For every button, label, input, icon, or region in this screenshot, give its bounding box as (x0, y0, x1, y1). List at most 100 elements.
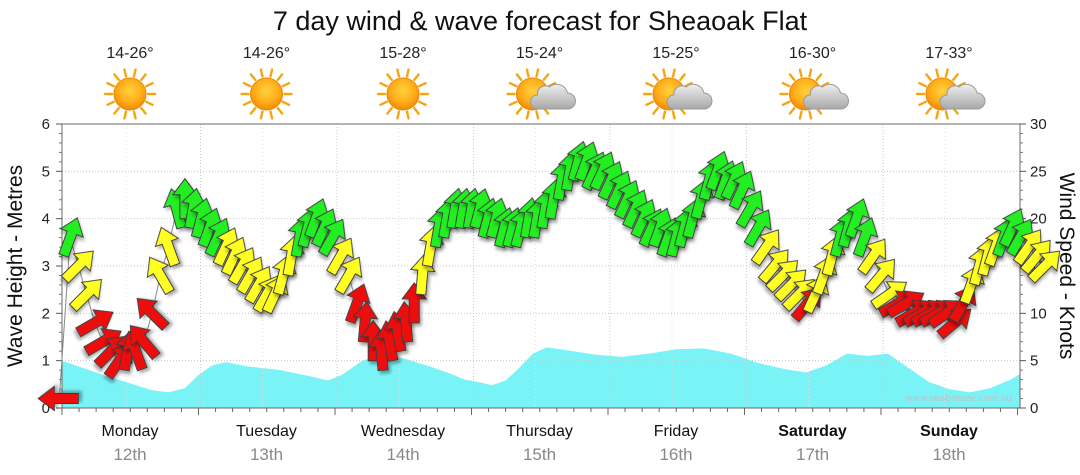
sun-ray (662, 68, 667, 78)
sun-ray (145, 81, 154, 88)
sun-ray (820, 81, 830, 88)
y-left-tick-label: 0 (42, 400, 50, 417)
y-left-tick-label: 3 (42, 258, 50, 275)
sun-ray (405, 110, 410, 120)
day-header: 14-26° 14-26° 15-28° 15-24° 15-25° 16-30° 17-3… (103, 45, 986, 120)
cloud-shape (939, 83, 986, 110)
sun-ray (944, 68, 949, 78)
temp-range: 14-26° (243, 45, 290, 62)
sun-ray (679, 73, 686, 82)
y-left-axis-label: Wave Height - Metres (4, 165, 27, 367)
day-name: Friday (654, 423, 698, 440)
y-right-axis-label: Wind Speed - Knots (1055, 173, 1078, 360)
wind-arrow (352, 301, 379, 343)
sun-ray (535, 110, 540, 120)
sun-ray (918, 100, 927, 107)
wind-arrow (317, 218, 346, 258)
day-name: Saturday (778, 423, 847, 440)
day-date: 18th (932, 445, 965, 464)
sunny-icon (376, 68, 430, 120)
wind-arrow (857, 238, 887, 276)
wind-arrow (852, 217, 879, 258)
sunny-icon (240, 68, 293, 120)
sun-ray (952, 73, 959, 82)
wind-arrow (735, 190, 764, 229)
sun-ray (918, 81, 927, 88)
wind-arrow (743, 209, 772, 248)
day-name: Sunday (920, 423, 978, 440)
wind-arrow (37, 385, 79, 412)
temp-range: 15-24° (516, 45, 563, 62)
wind-arrow (136, 297, 170, 331)
sun-ray (242, 81, 252, 88)
wind-arrow (154, 226, 181, 268)
y-right-tick-label: 25 (1030, 163, 1047, 180)
day-date: 15th (523, 445, 556, 464)
sun-ray (386, 73, 393, 82)
sun-ray (935, 68, 940, 78)
sun-ray (379, 100, 388, 107)
sun-ray (957, 81, 966, 88)
sun-ray (281, 100, 291, 107)
wind-arrow (1027, 250, 1061, 284)
sun-ray (662, 110, 667, 120)
sun-ray (106, 100, 115, 107)
wind-arrow (344, 283, 371, 325)
sun-ray (652, 106, 659, 115)
sun-ray (535, 68, 540, 78)
partly-cloudy-icon (779, 68, 849, 120)
wind-arrow (936, 308, 972, 340)
sun-ray (281, 81, 291, 88)
day-name: Monday (102, 423, 159, 440)
y-left-tick-label: 6 (42, 116, 50, 133)
y-left-tick-label: 4 (42, 211, 50, 228)
sunny-icon (103, 68, 157, 120)
sun-ray (515, 106, 523, 115)
sun-ray (798, 110, 803, 120)
sun-ray (123, 110, 128, 120)
sun-ray (113, 73, 120, 82)
sun-ray (132, 110, 137, 120)
sun-ray (645, 81, 654, 88)
sun-ray (935, 110, 940, 120)
sun-ray (106, 81, 115, 88)
sun-ray (259, 110, 264, 120)
sun-ray (808, 110, 813, 120)
day-date: 14th (386, 445, 419, 464)
watermark: www.seabreeze.com.au (905, 394, 1012, 404)
sun-ray (269, 110, 274, 120)
day-date: 12th (113, 445, 146, 464)
sun-disc (113, 77, 147, 111)
sun-disc (386, 77, 420, 111)
sun-ray (379, 81, 388, 88)
wind-arrow (68, 278, 103, 313)
sun-ray (242, 100, 252, 107)
sun-ray (788, 106, 796, 115)
day-name: Wednesday (361, 423, 445, 440)
sun-ray (781, 100, 791, 107)
sun-disc (250, 77, 283, 111)
sun-ray (249, 73, 257, 82)
sun-ray (925, 106, 932, 115)
sun-ray (525, 68, 530, 78)
wind-arrow (864, 258, 896, 294)
y-left-tick-label: 2 (42, 305, 50, 322)
sun-ray (515, 73, 523, 82)
sun-ray (123, 68, 128, 78)
sun-ray (405, 68, 410, 78)
temp-range: 15-25° (652, 45, 699, 62)
day-date: 13th (250, 445, 283, 464)
y-right-tick-label: 10 (1030, 305, 1047, 322)
sun-ray (652, 73, 659, 82)
day-date: 17th (796, 445, 829, 464)
y-right-tick-label: 0 (1030, 400, 1038, 417)
sun-ray (781, 81, 791, 88)
partly-cloudy-icon (642, 68, 713, 120)
y-left-tick-label: 1 (42, 353, 50, 370)
sun-ray (132, 68, 137, 78)
sun-ray (276, 73, 284, 82)
wind-arrow (844, 198, 871, 239)
sun-ray (671, 68, 676, 78)
y-right-tick-label: 5 (1030, 353, 1038, 370)
